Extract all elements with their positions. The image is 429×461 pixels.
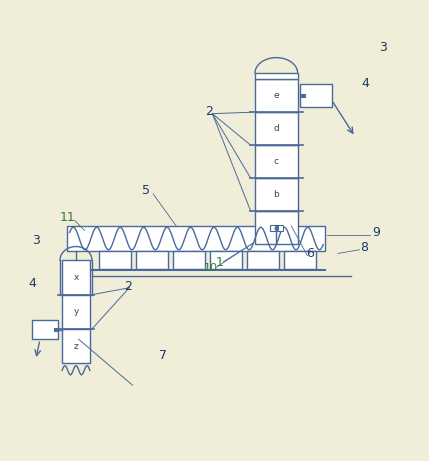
Text: 4: 4 [28, 277, 36, 290]
Bar [275, 226, 278, 230]
Text: e: e [274, 91, 279, 100]
Text: 4: 4 [362, 77, 370, 90]
Text: z: z [74, 342, 79, 351]
Bar [62, 329, 90, 363]
Text: 8: 8 [360, 242, 368, 254]
Bar [255, 211, 298, 244]
Bar [67, 226, 325, 251]
Bar [62, 295, 90, 329]
Bar [210, 251, 242, 269]
Bar [100, 251, 131, 269]
Bar [62, 260, 90, 295]
Bar [255, 112, 298, 145]
Bar [255, 73, 298, 79]
Text: 6: 6 [306, 247, 314, 260]
Bar [32, 320, 58, 339]
Bar [136, 251, 168, 269]
Bar [173, 251, 205, 269]
Bar [255, 145, 298, 178]
Text: 3: 3 [379, 41, 387, 54]
Text: 2: 2 [205, 105, 213, 118]
Bar [270, 225, 283, 231]
Text: 9: 9 [372, 226, 381, 239]
Bar [284, 251, 316, 269]
Text: 10: 10 [204, 263, 218, 273]
Bar [54, 328, 57, 331]
Text: a: a [274, 223, 279, 232]
Text: y: y [73, 307, 79, 316]
Text: 11: 11 [60, 211, 76, 224]
Text: b: b [273, 190, 279, 199]
Bar [300, 83, 332, 107]
Bar [255, 178, 298, 211]
Bar [247, 251, 279, 269]
Text: d: d [273, 124, 279, 133]
Text: 3: 3 [33, 234, 40, 247]
Text: c: c [274, 157, 279, 166]
Text: 1: 1 [216, 256, 224, 269]
Bar [255, 79, 298, 112]
Bar [302, 94, 305, 97]
Text: 7: 7 [158, 349, 166, 361]
Text: x: x [73, 273, 79, 282]
Text: 5: 5 [142, 184, 150, 197]
Text: 2: 2 [124, 280, 132, 293]
